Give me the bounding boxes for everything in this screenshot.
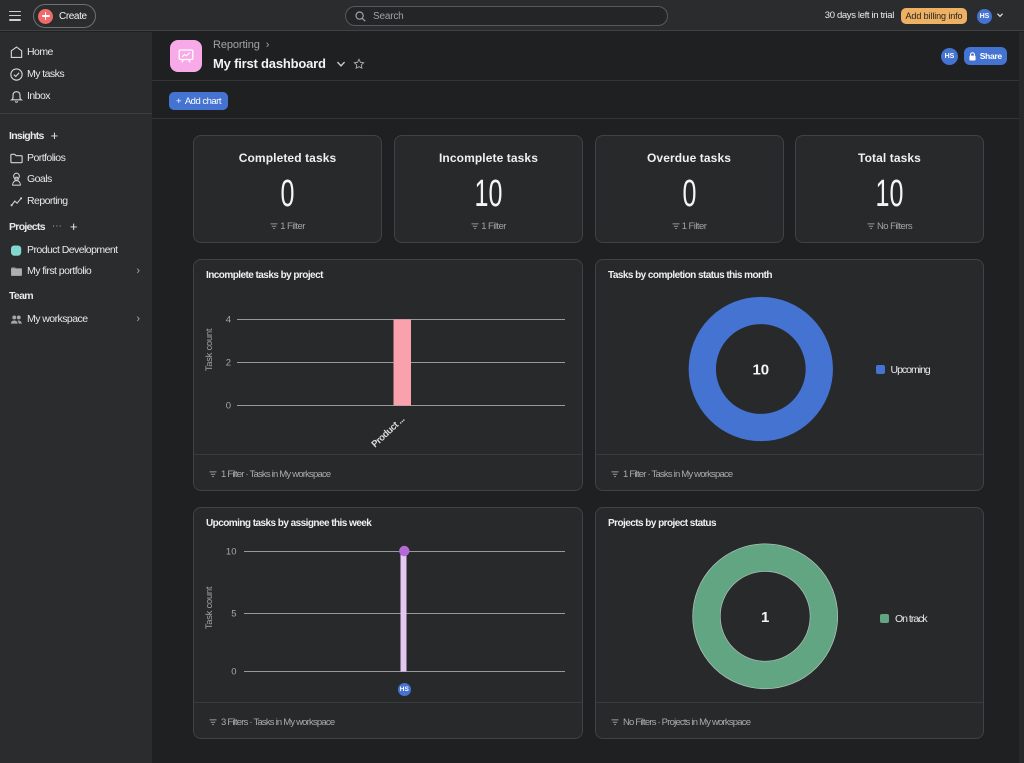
svg-text:2: 2 xyxy=(226,358,231,369)
svg-text:Task count: Task count xyxy=(204,328,215,371)
svg-text:Task count: Task count xyxy=(204,586,215,629)
svg-text:1: 1 xyxy=(761,609,769,626)
svg-text:10: 10 xyxy=(752,362,769,379)
svg-text:0: 0 xyxy=(231,667,236,678)
svg-text:Product ...: Product ... xyxy=(370,414,407,450)
svg-text:10: 10 xyxy=(226,547,237,558)
svg-text:4: 4 xyxy=(226,315,231,326)
svg-text:0: 0 xyxy=(226,401,231,412)
svg-text:5: 5 xyxy=(231,609,236,620)
